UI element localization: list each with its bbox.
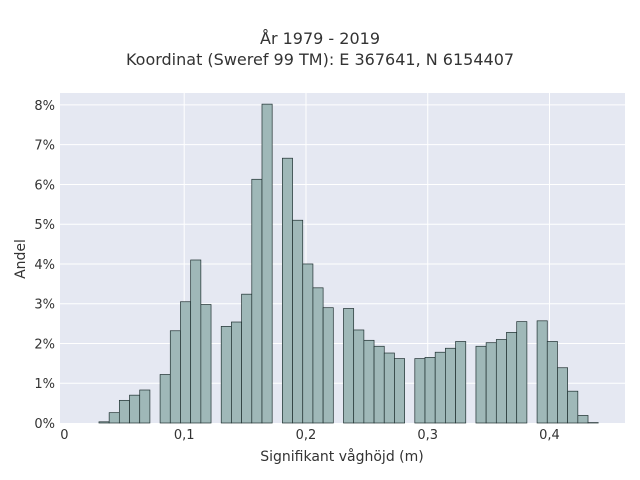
histogram-bar xyxy=(445,347,456,424)
x-tick-label: 0,4 xyxy=(539,428,560,443)
histogram-bar xyxy=(282,157,293,424)
histogram-bar xyxy=(485,342,497,424)
histogram-bar xyxy=(302,263,314,424)
histogram-bar xyxy=(506,331,518,424)
y-tick-label: 3% xyxy=(34,298,55,313)
histogram-bar xyxy=(180,301,192,424)
histogram-bar xyxy=(343,308,355,424)
histogram-bar xyxy=(241,293,253,424)
histogram-bar xyxy=(567,390,579,424)
y-tick-label: 4% xyxy=(34,258,55,273)
histogram-bar xyxy=(159,374,171,424)
histogram-bar xyxy=(536,320,548,424)
x-tick-label: 0,1 xyxy=(174,428,195,443)
histogram-bar xyxy=(220,326,232,424)
y-tick-label: 0% xyxy=(34,417,55,432)
histogram-bar xyxy=(455,341,467,424)
chart-title-line-2: Koordinat (Sweref 99 TM): E 367641, N 61… xyxy=(125,50,515,69)
histogram-bar xyxy=(312,287,324,424)
histogram-bar xyxy=(261,103,273,424)
histogram-bar xyxy=(577,415,589,424)
grid xyxy=(60,93,625,423)
x-axis-label: Signifikant våghöjd (m) xyxy=(260,448,423,465)
histogram-bar xyxy=(353,329,365,424)
histogram-bar xyxy=(190,259,202,424)
y-tick-label: 2% xyxy=(34,337,55,352)
y-tick-label: 6% xyxy=(34,178,55,193)
histogram-bar xyxy=(394,358,405,424)
histogram-bar xyxy=(98,421,110,424)
y-tick-label: 1% xyxy=(34,377,55,392)
histogram-bar xyxy=(516,321,528,424)
histogram-bar xyxy=(495,339,507,424)
histogram-bar xyxy=(118,399,130,424)
histogram-bar xyxy=(363,339,375,424)
histogram-bar xyxy=(424,357,436,424)
x-tick-label: 0,3 xyxy=(417,428,438,443)
chart-title-line-1: År 1979 - 2019 xyxy=(260,29,380,48)
plot-area xyxy=(60,93,625,423)
histogram-bar xyxy=(557,367,568,424)
histogram-bar xyxy=(108,412,120,424)
histogram-bar xyxy=(546,341,558,424)
histogram-bar xyxy=(169,330,181,424)
histogram-bar xyxy=(129,394,141,424)
axes: 0% 1% 2% 3% 4% 5% 6% 7% 8% 0 0,1 0,2 0,3 0,4 xyxy=(34,99,559,443)
x-tick-label: 0 xyxy=(60,428,68,443)
histogram-bar xyxy=(414,358,426,424)
x-tick-label: 0,2 xyxy=(296,428,317,443)
y-tick-label: 8% xyxy=(34,99,55,114)
histogram-bar xyxy=(434,351,446,424)
bars xyxy=(98,103,599,424)
histogram-bar xyxy=(292,219,304,424)
histogram-bar xyxy=(251,178,263,424)
y-tick-label: 7% xyxy=(34,139,55,154)
histogram-bar xyxy=(373,345,385,424)
histogram-bar xyxy=(139,389,151,424)
histogram-bar xyxy=(475,345,487,424)
y-tick-label: 5% xyxy=(34,218,55,233)
y-axis-label: Andel xyxy=(13,239,29,279)
histogram-bar xyxy=(200,304,212,424)
histogram-bar xyxy=(383,352,395,424)
histogram-bar xyxy=(231,321,242,424)
histogram-bar xyxy=(322,307,334,424)
